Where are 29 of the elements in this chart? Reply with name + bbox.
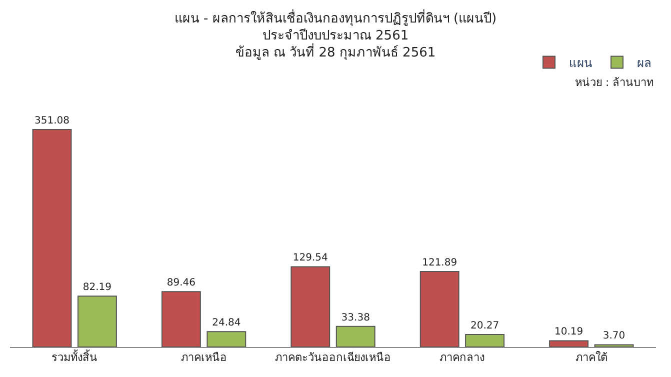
bar bbox=[161, 291, 201, 347]
x-tick-label: ภาคกลาง bbox=[440, 351, 485, 364]
data-label: 33.38 bbox=[341, 312, 370, 324]
bar bbox=[290, 266, 330, 347]
bar bbox=[420, 270, 460, 347]
x-tick-label: ภาคตะวันออกเฉียงเหนือ bbox=[275, 351, 391, 364]
legend-label: ผล bbox=[637, 56, 651, 70]
text: หน่วย : ล้านบาท bbox=[575, 76, 654, 89]
x-tick-label: รวมทั้งสิ้น bbox=[52, 349, 98, 364]
bar bbox=[465, 334, 505, 347]
data-label: 351.08 bbox=[34, 115, 70, 126]
bar bbox=[32, 128, 72, 347]
data-label: 20.27 bbox=[470, 320, 500, 332]
data-label: 82.19 bbox=[82, 282, 112, 294]
bar bbox=[594, 344, 634, 347]
bar bbox=[336, 326, 376, 347]
legend-label: แผน bbox=[569, 56, 592, 70]
data-label: 121.89 bbox=[422, 257, 458, 268]
data-label: 10.19 bbox=[554, 326, 584, 338]
x-tick-label: ภาคใต้ bbox=[575, 351, 608, 364]
bar bbox=[77, 296, 117, 347]
bar bbox=[206, 331, 246, 347]
data-label: 24.84 bbox=[212, 318, 241, 329]
data-label: 89.46 bbox=[166, 278, 196, 289]
data-label: 3.70 bbox=[602, 330, 626, 342]
data-label: 129.54 bbox=[292, 252, 328, 264]
bar bbox=[549, 340, 589, 347]
x-tick-label: ภาคเหนือ bbox=[180, 351, 227, 364]
chart-title: แผน - ผลการให้สินเชื่อเงินกองทุนการปฏิรูปที่ดินฯ (แผนปี) ประจำปีงบประมาณ 2561 ข้อมูล ณ วันที่ 28 กุมภาพันธ์ 2561 bbox=[174, 10, 497, 60]
